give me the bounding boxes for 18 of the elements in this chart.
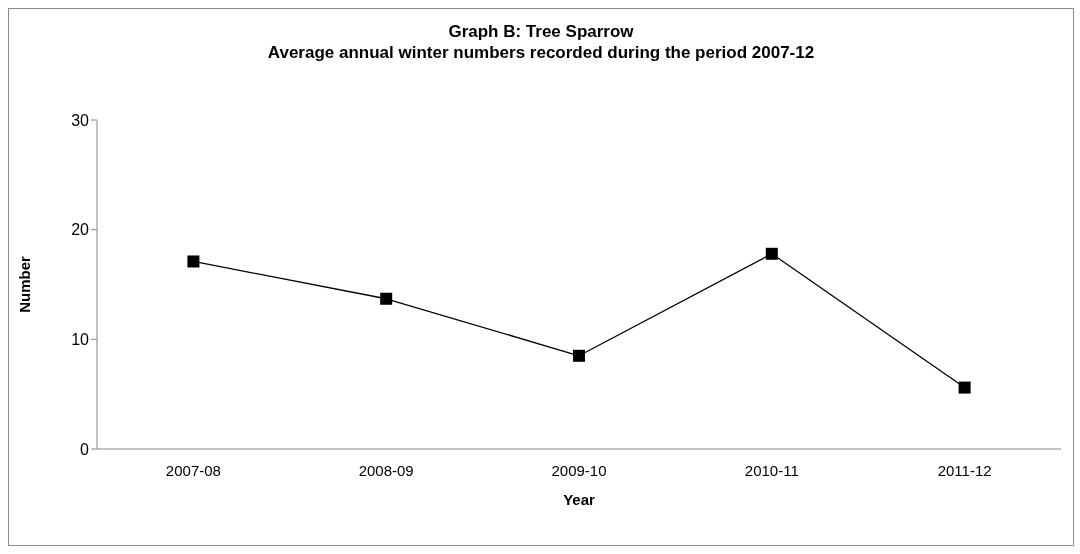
y-tick-label: 30 [71,111,90,129]
x-tick-label: 2010-11 [744,461,799,479]
chart-title: Graph B: Tree Sparrow [447,21,635,42]
y-tick-label: 10 [71,331,90,349]
point [380,292,393,305]
chart-subtitle: Average annual winter numbers recorded during the period 2007-12 [266,42,816,63]
x-axis-title: Year [563,491,596,508]
x-tick-label: 2011-12 [937,461,992,479]
x-tick-label: 2009-10 [551,461,607,479]
y-tick-label: 0 [80,440,90,458]
point [958,381,971,394]
y-tick-label: 20 [71,221,90,239]
point [765,247,778,260]
x-tick-label: 2007-08 [165,461,221,479]
point [573,349,585,362]
x-tick-label: 2008-09 [358,461,414,479]
point [187,255,200,268]
y-axis-title: Number [16,256,34,313]
